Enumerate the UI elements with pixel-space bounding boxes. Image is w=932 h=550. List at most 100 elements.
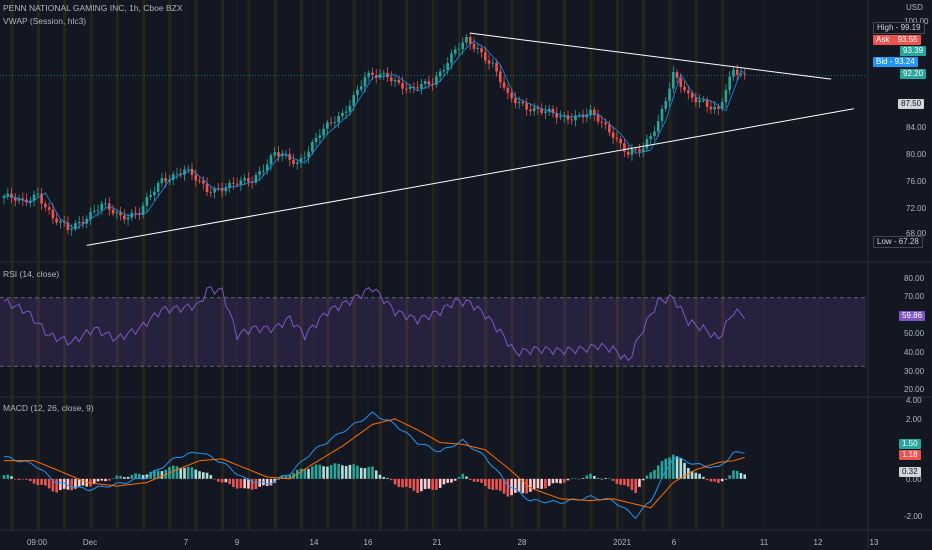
candle-down[interactable] <box>13 197 17 201</box>
candle-up[interactable] <box>720 102 724 109</box>
macd-pane[interactable] <box>2 411 747 520</box>
candle-down[interactable] <box>679 78 683 87</box>
candle-up[interactable] <box>630 149 634 155</box>
candle-down[interactable] <box>521 102 525 104</box>
candle-down[interactable] <box>220 188 224 192</box>
candle-down[interactable] <box>634 149 637 150</box>
candle-down[interactable] <box>709 106 713 110</box>
candle-up[interactable] <box>359 86 363 90</box>
candle-down[interactable] <box>386 72 389 78</box>
candle-up[interactable] <box>577 114 581 116</box>
candle-up[interactable] <box>547 108 551 112</box>
candle-down[interactable] <box>735 69 739 75</box>
candle-down[interactable] <box>397 79 401 83</box>
candle-down[interactable] <box>638 149 641 152</box>
candle-down[interactable] <box>687 90 690 94</box>
candle-up[interactable] <box>126 217 130 220</box>
candle-down[interactable] <box>502 82 506 88</box>
candle-up[interactable] <box>476 48 480 50</box>
candle-down[interactable] <box>371 72 374 76</box>
price-candles[interactable] <box>2 32 747 236</box>
candle-up[interactable] <box>589 109 592 115</box>
candle-down[interactable] <box>615 137 619 139</box>
candle-up[interactable] <box>517 102 521 104</box>
candle-down[interactable] <box>480 48 483 53</box>
candle-up[interactable] <box>544 111 547 113</box>
candle-up[interactable] <box>698 100 701 103</box>
candle-down[interactable] <box>401 82 404 89</box>
candle-up[interactable] <box>149 195 152 198</box>
candle-down[interactable] <box>21 198 25 200</box>
candle-up[interactable] <box>59 221 62 223</box>
candle-up[interactable] <box>382 72 386 74</box>
candle-down[interactable] <box>596 114 600 122</box>
candle-down[interactable] <box>483 52 487 61</box>
candle-down[interactable] <box>570 119 574 121</box>
candle-up[interactable] <box>702 100 705 102</box>
candle-up[interactable] <box>70 228 73 230</box>
candle-up[interactable] <box>653 131 656 137</box>
candle-up[interactable] <box>344 111 348 113</box>
candle-down[interactable] <box>44 203 47 208</box>
candle-up[interactable] <box>453 49 457 54</box>
macd-line[interactable] <box>3 411 745 520</box>
candle-up[interactable] <box>656 121 660 132</box>
candle-down[interactable] <box>743 73 747 75</box>
candle-down[interactable] <box>690 93 694 98</box>
candle-up[interactable] <box>664 101 668 109</box>
candle-up[interactable] <box>423 81 427 85</box>
candle-up[interactable] <box>77 221 81 224</box>
rsi-line[interactable] <box>3 286 746 362</box>
candle-down[interactable] <box>705 100 709 107</box>
candle-down[interactable] <box>134 212 137 214</box>
trendline-upper[interactable] <box>470 32 832 80</box>
candle-down[interactable] <box>525 103 528 110</box>
candle-up[interactable] <box>352 95 355 106</box>
candle-up[interactable] <box>269 155 273 165</box>
symbol-legend[interactable]: PENN NATIONAL GAMING INC, 1h, Cboe BZX <box>3 3 183 13</box>
candle-down[interactable] <box>405 88 408 90</box>
candle-down[interactable] <box>675 72 679 79</box>
candle-up[interactable] <box>367 72 371 78</box>
candle-up[interactable] <box>532 107 536 112</box>
candle-up[interactable] <box>115 212 119 214</box>
candle-up[interactable] <box>442 70 446 72</box>
candle-up[interactable] <box>559 116 562 118</box>
candle-up[interactable] <box>141 205 145 215</box>
candle-down[interactable] <box>247 178 250 183</box>
candle-up[interactable] <box>348 105 352 112</box>
candle-up[interactable] <box>36 193 40 195</box>
candle-up[interactable] <box>660 108 664 122</box>
candle-down[interactable] <box>499 71 502 83</box>
candle-down[interactable] <box>47 207 51 210</box>
candle-up[interactable] <box>326 122 329 129</box>
candle-up[interactable] <box>671 72 675 89</box>
candle-down[interactable] <box>66 222 70 230</box>
candle-up[interactable] <box>156 183 160 192</box>
candle-down[interactable] <box>25 199 28 203</box>
candle-up[interactable] <box>168 179 171 182</box>
candle-down[interactable] <box>604 122 607 125</box>
candle-up[interactable] <box>435 76 438 85</box>
candle-down[interactable] <box>551 108 555 114</box>
candle-up[interactable] <box>574 115 577 121</box>
trendline-lower[interactable] <box>86 108 854 246</box>
candle-down[interactable] <box>416 87 419 89</box>
candle-up[interactable] <box>408 87 412 89</box>
candle-down[interactable] <box>694 97 698 103</box>
candle-up[interactable] <box>145 197 149 206</box>
signal-line[interactable] <box>4 418 745 509</box>
candle-up[interactable] <box>668 88 671 102</box>
candle-up[interactable] <box>273 152 277 156</box>
candle-up[interactable] <box>739 73 743 75</box>
candle-down[interactable] <box>205 183 209 193</box>
candle-down[interactable] <box>536 107 540 109</box>
candle-down[interactable] <box>277 152 280 157</box>
candle-up[interactable] <box>224 187 228 192</box>
candle-up[interactable] <box>89 211 92 219</box>
candle-down[interactable] <box>164 178 167 182</box>
macd-legend[interactable]: MACD (12, 26, close, 9) <box>3 403 94 413</box>
candle-down[interactable] <box>329 122 333 124</box>
candle-down[interactable] <box>619 138 622 144</box>
candle-up[interactable] <box>186 168 190 170</box>
